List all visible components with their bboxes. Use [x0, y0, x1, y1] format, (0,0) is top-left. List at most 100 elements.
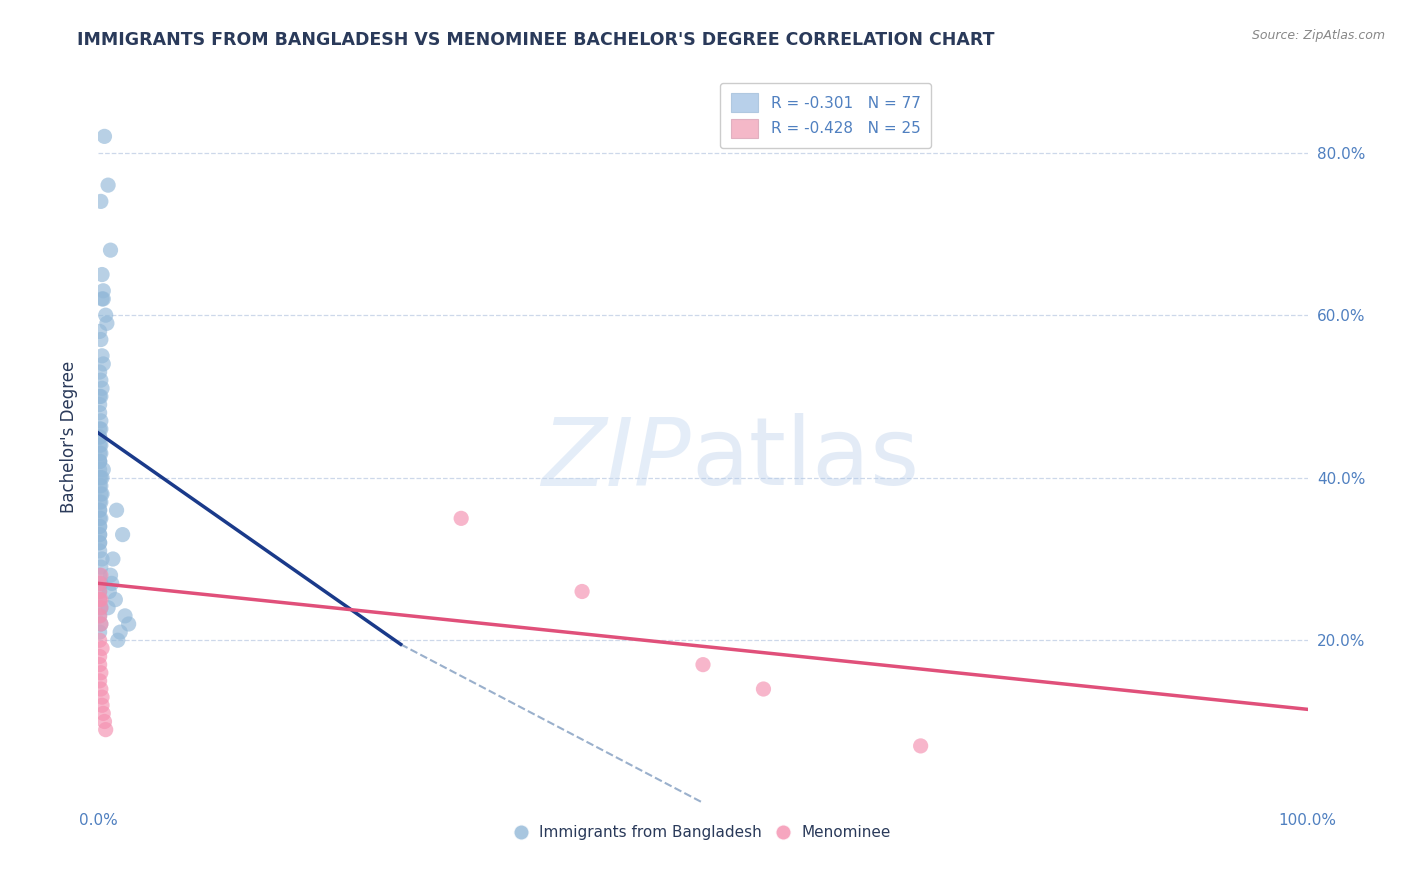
Point	[98, 584, 121, 599]
Legend: Immigrants from Bangladesh, Menominee: Immigrants from Bangladesh, Menominee	[509, 819, 897, 847]
Point	[90, 600, 112, 615]
Point	[90, 389, 112, 403]
Point	[89, 454, 111, 468]
Point	[91, 349, 114, 363]
Point	[90, 438, 112, 452]
Point	[89, 633, 111, 648]
Point	[89, 625, 111, 640]
Point	[89, 503, 111, 517]
Point	[91, 284, 114, 298]
Point	[89, 325, 111, 339]
Point	[90, 511, 112, 525]
Point	[89, 511, 111, 525]
Point	[94, 723, 117, 737]
Point	[90, 446, 112, 460]
Point	[752, 681, 775, 696]
Point	[89, 584, 111, 599]
Point	[89, 608, 111, 623]
Point	[692, 657, 714, 672]
Point	[90, 414, 112, 428]
Point	[89, 446, 111, 460]
Point	[89, 479, 111, 493]
Point	[93, 714, 115, 729]
Point	[89, 495, 111, 509]
Point	[89, 365, 111, 379]
Point	[91, 698, 114, 713]
Point	[100, 243, 122, 257]
Point	[89, 544, 111, 558]
Point	[90, 471, 112, 485]
Text: atlas: atlas	[690, 413, 920, 505]
Y-axis label: Bachelor's Degree: Bachelor's Degree	[59, 361, 77, 513]
Point	[91, 462, 114, 476]
Point	[89, 454, 111, 468]
Point	[910, 739, 932, 753]
Point	[91, 357, 114, 371]
Point	[89, 519, 111, 533]
Point	[89, 608, 111, 623]
Point	[90, 333, 112, 347]
Point	[89, 462, 111, 476]
Point	[91, 552, 114, 566]
Point	[89, 535, 111, 549]
Point	[97, 178, 120, 193]
Point	[94, 308, 117, 322]
Point	[89, 398, 111, 412]
Point	[100, 568, 122, 582]
Point	[105, 503, 128, 517]
Point	[91, 292, 114, 306]
Point	[104, 592, 127, 607]
Point	[91, 690, 114, 705]
Point	[107, 633, 129, 648]
Point	[91, 292, 114, 306]
Point	[89, 568, 111, 582]
Point	[91, 381, 114, 395]
Point	[89, 527, 111, 541]
Point	[91, 641, 114, 656]
Point	[90, 665, 112, 680]
Point	[89, 649, 111, 664]
Point	[89, 673, 111, 688]
Point	[89, 592, 111, 607]
Point	[101, 552, 124, 566]
Point	[90, 568, 112, 582]
Point	[90, 373, 112, 387]
Point	[89, 519, 111, 533]
Point	[89, 454, 111, 468]
Point	[90, 681, 112, 696]
Point	[91, 487, 114, 501]
Point	[96, 316, 118, 330]
Point	[93, 129, 115, 144]
Point	[89, 535, 111, 549]
Point	[91, 268, 114, 282]
Point	[571, 584, 593, 599]
Point	[90, 495, 112, 509]
Point	[90, 194, 112, 209]
Point	[89, 422, 111, 436]
Point	[89, 576, 111, 591]
Point	[89, 389, 111, 403]
Point	[111, 527, 134, 541]
Point	[90, 422, 112, 436]
Point	[90, 576, 112, 591]
Point	[90, 617, 112, 632]
Point	[89, 471, 111, 485]
Text: ZIP: ZIP	[541, 414, 690, 505]
Point	[89, 406, 111, 420]
Point	[118, 617, 141, 632]
Point	[114, 608, 136, 623]
Point	[90, 487, 112, 501]
Text: IMMIGRANTS FROM BANGLADESH VS MENOMINEE BACHELOR'S DEGREE CORRELATION CHART: IMMIGRANTS FROM BANGLADESH VS MENOMINEE …	[77, 31, 995, 49]
Point	[450, 511, 472, 525]
Point	[89, 430, 111, 444]
Point	[89, 430, 111, 444]
Point	[90, 592, 112, 607]
Point	[90, 560, 112, 574]
Point	[91, 471, 114, 485]
Point	[89, 657, 111, 672]
Point	[89, 584, 111, 599]
Point	[100, 576, 122, 591]
Text: Source: ZipAtlas.com: Source: ZipAtlas.com	[1251, 29, 1385, 42]
Point	[89, 503, 111, 517]
Point	[97, 600, 120, 615]
